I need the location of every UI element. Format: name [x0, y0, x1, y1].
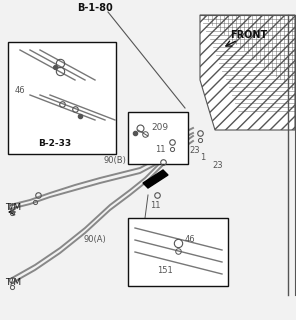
Text: T/M: T/M: [5, 203, 21, 212]
Text: B-1-80: B-1-80: [77, 3, 113, 13]
Bar: [128, 112, 188, 164]
Polygon shape: [200, 15, 295, 130]
Text: B-2-33: B-2-33: [38, 139, 72, 148]
Text: 151: 151: [157, 266, 173, 275]
Text: FRONT: FRONT: [230, 30, 267, 40]
Text: T/M: T/M: [5, 277, 21, 286]
Bar: [8, 42, 116, 154]
Text: 11: 11: [150, 201, 160, 210]
Text: 90(B): 90(B): [104, 156, 126, 165]
Text: 23: 23: [190, 146, 200, 155]
Text: 46: 46: [185, 235, 196, 244]
Text: 46: 46: [15, 86, 26, 95]
Polygon shape: [143, 170, 168, 188]
Bar: [128, 218, 228, 286]
Text: 23: 23: [213, 161, 223, 170]
Text: 11: 11: [155, 145, 165, 154]
Text: 90(A): 90(A): [84, 235, 106, 244]
Text: 209: 209: [151, 123, 168, 132]
Text: 1: 1: [200, 153, 206, 162]
